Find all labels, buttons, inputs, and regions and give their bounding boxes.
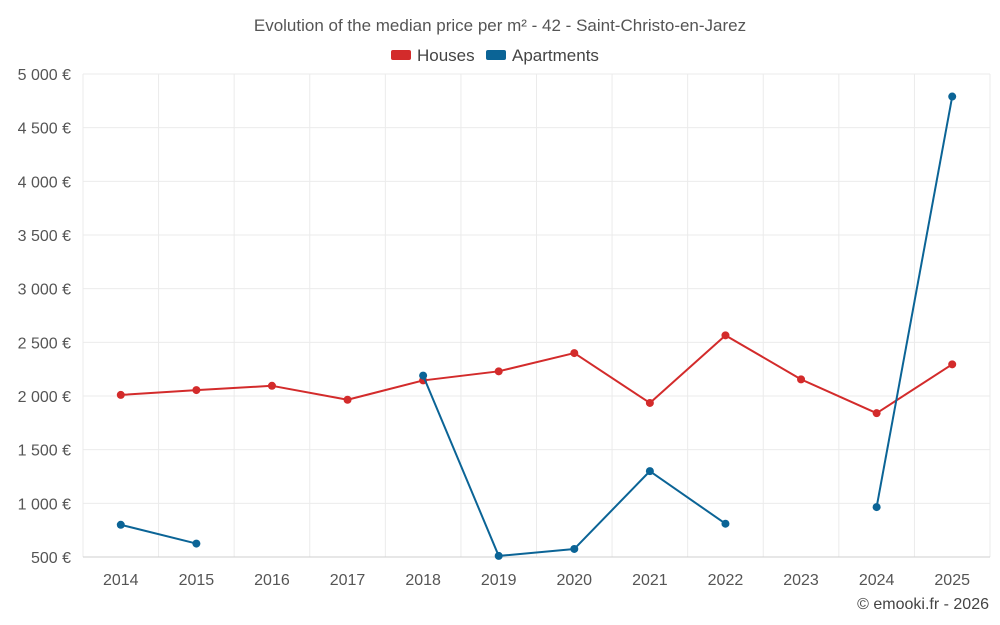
- series-line-apartments: [120, 523, 197, 545]
- legend-swatch-apartments: [486, 50, 506, 60]
- y-tick-label: 2 500 €: [18, 335, 71, 352]
- legend-label-apartments: Apartments: [512, 46, 599, 65]
- y-tick-label: 3 500 €: [18, 228, 71, 245]
- y-tick-label: 1 500 €: [18, 443, 71, 460]
- data-point-houses[interactable]: [494, 367, 503, 376]
- x-tick-label: 2020: [556, 572, 592, 589]
- x-tick-label: 2025: [934, 572, 970, 589]
- grid: [82, 73, 991, 558]
- data-point-houses[interactable]: [116, 390, 125, 399]
- series-line-apartments: [422, 375, 727, 557]
- data-point-apartments[interactable]: [872, 503, 881, 512]
- credit-text: © emooki.fr - 2026: [857, 596, 989, 613]
- x-tick-label: 2017: [330, 572, 366, 589]
- x-tick-label: 2016: [254, 572, 290, 589]
- x-tick-label: 2021: [632, 572, 668, 589]
- data-point-houses[interactable]: [872, 409, 881, 418]
- data-point-apartments[interactable]: [721, 519, 730, 528]
- data-point-apartments[interactable]: [645, 467, 654, 476]
- x-tick-label: 2015: [179, 572, 215, 589]
- x-tick-label: 2024: [859, 572, 895, 589]
- data-point-houses[interactable]: [192, 386, 201, 395]
- data-point-apartments[interactable]: [419, 371, 428, 380]
- series-houses: [116, 331, 957, 418]
- data-point-houses[interactable]: [570, 349, 579, 358]
- data-point-apartments[interactable]: [494, 551, 503, 560]
- data-point-houses[interactable]: [797, 375, 806, 384]
- y-tick-label: 2 000 €: [18, 389, 71, 406]
- series-layer: [116, 92, 957, 560]
- y-tick-label: 4 500 €: [18, 121, 71, 138]
- data-point-houses[interactable]: [267, 381, 276, 390]
- data-point-houses[interactable]: [721, 331, 730, 340]
- x-tick-label: 2023: [783, 572, 819, 589]
- y-tick-label: 3 000 €: [18, 282, 71, 299]
- data-point-houses[interactable]: [948, 360, 957, 369]
- x-tick-label: 2018: [405, 572, 441, 589]
- data-point-apartments[interactable]: [948, 92, 957, 101]
- y-tick-label: 500 €: [31, 550, 71, 567]
- series-line-apartments: [875, 96, 954, 508]
- data-point-apartments[interactable]: [116, 520, 125, 529]
- y-tick-label: 1 000 €: [18, 496, 71, 513]
- x-tick-label: 2019: [481, 572, 517, 589]
- axes: 500 € 1 000 € 1 500 € 2 000 € 2 500 € 3 000 €…: [18, 67, 990, 589]
- x-tick-label: 2014: [103, 572, 139, 589]
- y-tick-label: 4 000 €: [18, 174, 71, 191]
- data-point-houses[interactable]: [343, 395, 352, 404]
- data-point-apartments[interactable]: [570, 544, 579, 553]
- legend-item-houses[interactable]: Houses: [391, 46, 475, 65]
- series-apartments: [116, 92, 957, 560]
- legend-item-apartments[interactable]: Apartments: [486, 46, 599, 65]
- x-tick-label: 2022: [708, 572, 744, 589]
- y-tick-label: 5 000 €: [18, 67, 71, 84]
- series-line-houses: [120, 334, 953, 415]
- legend-label-houses: Houses: [417, 46, 475, 65]
- legend-swatch-houses: [391, 50, 411, 60]
- data-point-apartments[interactable]: [192, 539, 201, 548]
- legend: Houses Apartments: [391, 46, 599, 65]
- chart-title: Evolution of the median price per m² - 4…: [254, 16, 746, 35]
- data-point-houses[interactable]: [645, 398, 654, 407]
